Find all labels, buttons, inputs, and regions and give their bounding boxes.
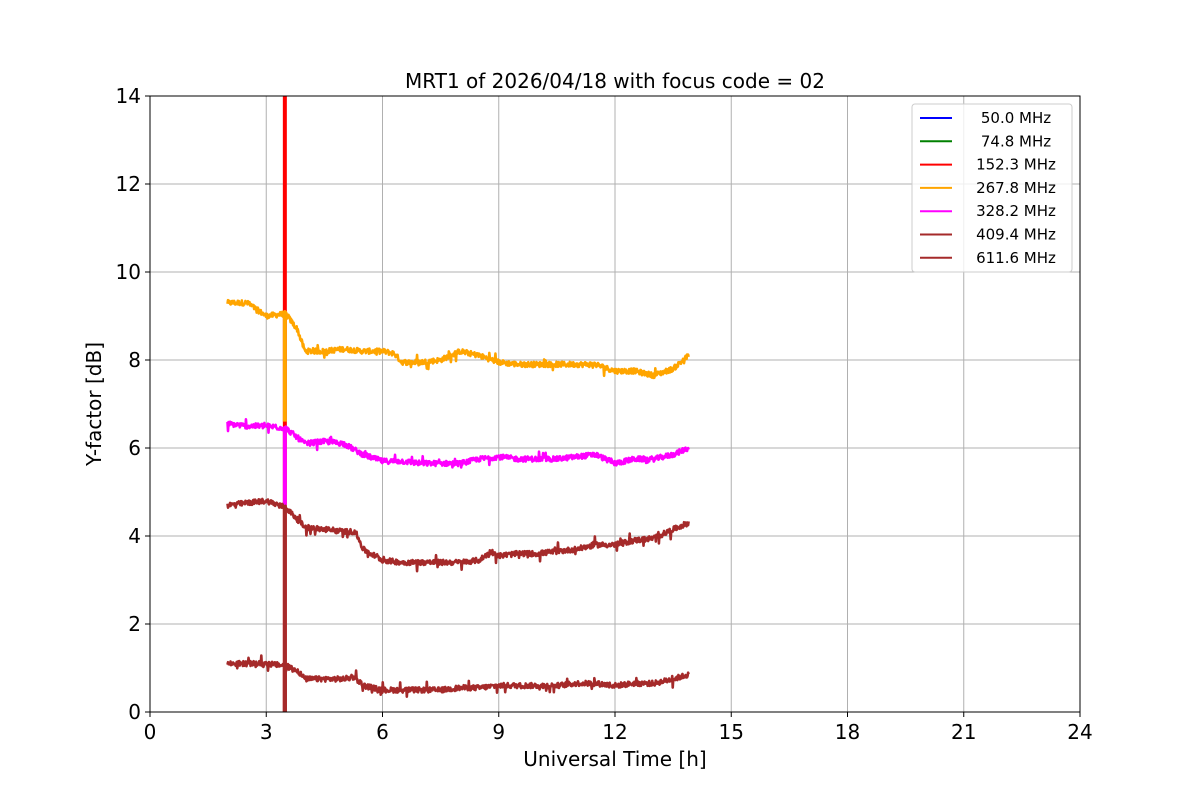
legend-label: 409.4 MHz: [976, 226, 1056, 244]
series-line: [226, 298, 690, 380]
y-tick-label: 14: [116, 84, 141, 108]
x-tick-label: 21: [951, 720, 976, 744]
x-tick-label: 0: [144, 720, 157, 744]
y-tick-label: 8: [128, 348, 141, 372]
x-tick-label: 3: [260, 720, 273, 744]
x-tick-label: 18: [835, 720, 860, 744]
series-group: [226, 418, 690, 506]
legend-label: 611.6 MHz: [976, 249, 1056, 267]
y-tick-label: 0: [128, 700, 141, 724]
legend: 50.0 MHz 74.8 MHz 152.3 MHz 267.8 MHz 328.2…: [911, 103, 1073, 273]
series-line: [226, 497, 690, 573]
x-tick-label: 6: [376, 720, 389, 744]
series-group: [226, 654, 690, 712]
y-tick-label: 6: [128, 436, 141, 460]
y-axis-label: Y-factor [dB]: [82, 342, 106, 467]
legend-label: 267.8 MHz: [976, 179, 1056, 197]
x-tick-label: 15: [719, 720, 744, 744]
y-tick-label: 2: [128, 612, 141, 636]
plot-area: [226, 96, 690, 712]
series-line: [226, 654, 690, 698]
legend-label: 152.3 MHz: [976, 156, 1056, 174]
legend-box: [911, 103, 1073, 273]
legend-label: 328.2 MHz: [976, 202, 1056, 220]
legend-label: 74.8 MHz: [981, 132, 1051, 150]
x-tick-label: 9: [492, 720, 505, 744]
series-group: [226, 298, 690, 422]
chart-title: MRT1 of 2026/04/18 with focus code = 02: [405, 69, 825, 93]
legend-label: 50.0 MHz: [981, 109, 1051, 127]
y-tick-label: 4: [128, 524, 141, 548]
y-tick-label: 12: [116, 172, 141, 196]
x-axis-label: Universal Time [h]: [523, 747, 706, 771]
y-tick-label: 10: [116, 260, 141, 284]
x-tick-label: 12: [602, 720, 627, 744]
series-line: [226, 418, 690, 469]
x-tick-label: 24: [1067, 720, 1092, 744]
